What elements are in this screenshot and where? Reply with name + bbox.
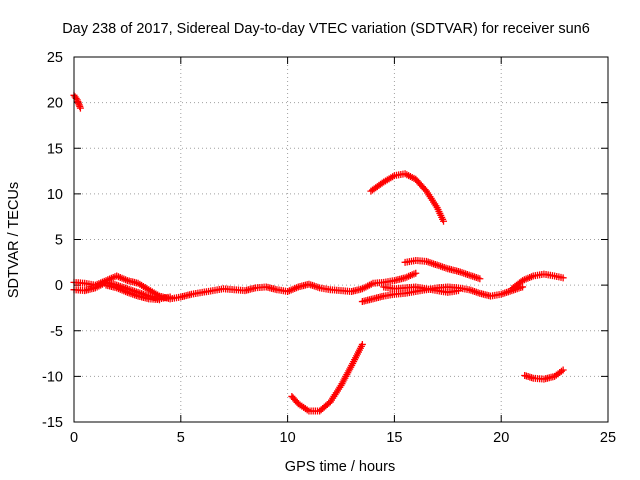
data-point bbox=[559, 274, 567, 282]
chart-title: Day 238 of 2017, Sidereal Day-to-day VTE… bbox=[62, 21, 590, 37]
y-tick-label: 0 bbox=[55, 278, 63, 294]
series-arc-7 bbox=[367, 170, 448, 225]
data-point bbox=[412, 269, 420, 277]
data-point bbox=[358, 340, 366, 348]
series-arc-2 bbox=[70, 269, 420, 303]
y-tick-label: -10 bbox=[42, 369, 63, 385]
x-tick-labels: 0 5 10 15 20 25 bbox=[70, 430, 616, 446]
y-tick-label: 15 bbox=[47, 141, 63, 157]
data-points bbox=[70, 91, 567, 415]
y-axis-label: SDTVAR / TECUs bbox=[6, 182, 22, 298]
data-point bbox=[454, 287, 462, 295]
x-tick-label: 25 bbox=[600, 430, 616, 446]
data-point bbox=[476, 275, 484, 283]
y-tick-label: 25 bbox=[47, 50, 63, 66]
series-arc-1 bbox=[70, 91, 84, 112]
x-tick-label: 20 bbox=[493, 430, 509, 446]
x-tick-label: 0 bbox=[70, 430, 78, 446]
y-tick-label: 20 bbox=[47, 96, 63, 112]
series-arc-11 bbox=[521, 366, 567, 383]
data-point bbox=[76, 104, 84, 112]
series-arc-4 bbox=[102, 281, 163, 304]
y-tick-label: -15 bbox=[42, 415, 63, 431]
y-tick-label: -5 bbox=[50, 324, 63, 340]
y-tick-labels: -15 -10 -5 0 5 10 15 20 25 bbox=[42, 50, 63, 431]
data-point bbox=[166, 293, 174, 301]
data-point bbox=[440, 217, 448, 225]
y-tick-label: 10 bbox=[47, 187, 63, 203]
x-axis-label: GPS time / hours bbox=[285, 459, 395, 475]
x-tick-label: 10 bbox=[280, 430, 296, 446]
data-point bbox=[155, 296, 163, 304]
series-arc-5 bbox=[358, 283, 527, 306]
y-tick-label: 5 bbox=[55, 233, 63, 249]
series-arc-6 bbox=[380, 283, 462, 296]
plot-frame bbox=[73, 56, 609, 423]
grid-lines bbox=[74, 57, 608, 422]
data-point bbox=[559, 366, 567, 374]
data-point bbox=[519, 283, 527, 291]
series-arc-9 bbox=[288, 340, 366, 415]
series-arc-10 bbox=[508, 270, 567, 293]
series-arc-8 bbox=[401, 256, 484, 283]
x-tick-label: 15 bbox=[386, 430, 402, 446]
x-tick-label: 5 bbox=[177, 430, 185, 446]
